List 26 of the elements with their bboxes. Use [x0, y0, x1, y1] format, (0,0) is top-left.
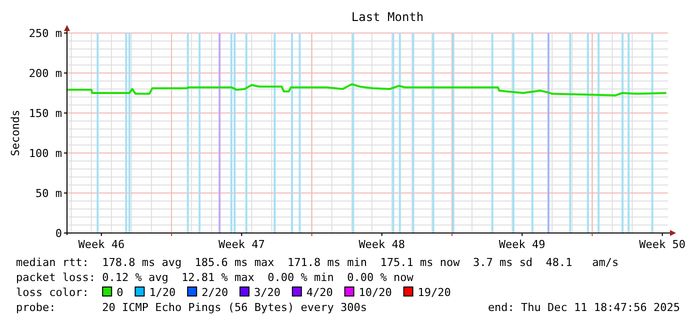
y-tick-label: 0	[55, 226, 62, 240]
text: probe: 20 ICMP Echo Pings (56 Bytes) every 300s	[16, 301, 367, 314]
text: packet loss: 0.12 % avg 12.81 % max 0.00 % min 0.00 % now	[16, 271, 414, 284]
x-tick-label: Week 50	[639, 238, 686, 251]
legend-label: 2/20	[202, 286, 228, 299]
legend-label: 4/20	[306, 286, 333, 299]
y-tick-label: 200 m	[28, 66, 62, 80]
legend-title: loss color:	[16, 286, 89, 299]
legend-label: 10/20	[358, 286, 392, 299]
y-tick-label: 250 m	[28, 26, 62, 40]
chart-title: Last Month	[351, 10, 424, 24]
legend-label: 0	[116, 286, 124, 299]
y-tick-label: 100 m	[28, 146, 62, 160]
line-series	[66, 83, 668, 96]
legend-label: 3/20	[254, 286, 280, 299]
x-tick-label: Week 49	[498, 238, 546, 251]
x-tick-label: Week 47	[218, 238, 265, 251]
legend-label: 19/20	[418, 286, 451, 299]
y-tick-label: 150 m	[28, 106, 62, 120]
x-tick-label: Week 46	[78, 238, 125, 251]
text: end: Thu Dec 11 18:47:56 2025	[488, 301, 680, 314]
text: median rtt: 178.8 ms avg 185.6 ms max 171.8 ms min 175.1 ms now 3.7 ms sd 48.1 am/s	[16, 256, 619, 269]
y-axis-title: Seconds	[9, 110, 22, 156]
x-tick-label: Week 48	[358, 238, 406, 251]
legend-label: 1/20	[149, 286, 176, 299]
y-tick-label: 50 m	[36, 186, 62, 200]
